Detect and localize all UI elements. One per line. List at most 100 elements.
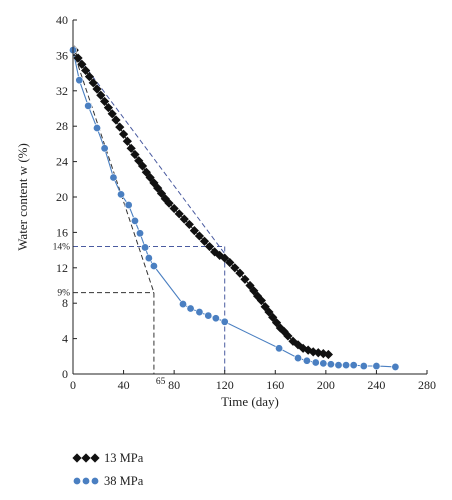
- data-point-13mpa: [189, 226, 199, 236]
- data-point-38mpa: [93, 123, 102, 132]
- data-point-13mpa: [318, 349, 328, 359]
- data-point-13mpa: [199, 236, 210, 246]
- data-point-13mpa: [107, 109, 117, 119]
- y-tick-label: 12: [56, 261, 68, 275]
- data-point-13mpa: [88, 78, 98, 88]
- data-point-38mpa: [220, 317, 229, 326]
- data-point-38mpa: [124, 200, 133, 209]
- data-point-38mpa: [141, 243, 150, 252]
- data-point-38mpa: [195, 308, 204, 317]
- annotation-label: 9%: [57, 289, 70, 299]
- data-point-38mpa: [349, 361, 358, 370]
- x-tick-label: 40: [118, 378, 130, 392]
- reference-line-tangent-38: [72, 49, 155, 293]
- data-point-13mpa: [84, 72, 95, 82]
- x-tick-label: 280: [418, 378, 436, 392]
- legend-marker-38mpa: [73, 476, 100, 485]
- data-point-13mpa: [283, 331, 293, 341]
- data-point-13mpa: [169, 203, 179, 214]
- y-tick-label: 32: [56, 84, 68, 98]
- data-point-38mpa: [334, 361, 343, 370]
- data-point-38mpa: [311, 358, 320, 367]
- data-point-13mpa: [303, 345, 313, 355]
- data-point-38mpa: [359, 362, 368, 371]
- data-point-38mpa: [75, 76, 84, 85]
- data-point-13mpa: [220, 253, 230, 263]
- data-point-13mpa: [92, 84, 102, 94]
- annotation-label: 65: [156, 377, 166, 387]
- data-point-38mpa: [178, 300, 187, 309]
- x-tick-label: 240: [367, 378, 385, 392]
- data-point-38mpa: [302, 356, 311, 365]
- x-tick-label: 160: [266, 378, 284, 392]
- data-point-13mpa: [256, 295, 266, 306]
- data-point-13mpa: [122, 136, 132, 146]
- data-point-38mpa: [204, 311, 213, 320]
- data-point-13mpa: [298, 343, 308, 353]
- data-point-13mpa: [225, 257, 235, 268]
- data-point-13mpa: [279, 326, 289, 337]
- axes: [72, 20, 427, 375]
- data-point-38mpa: [372, 362, 381, 371]
- data-point-38mpa: [84, 101, 93, 110]
- data-point-13mpa: [77, 59, 87, 69]
- data-point-13mpa: [275, 323, 285, 333]
- data-point-13mpa: [204, 241, 215, 252]
- y-tick-label: 16: [56, 225, 68, 239]
- legend-marker-point: [82, 476, 91, 485]
- data-point-38mpa: [211, 314, 220, 323]
- y-tick-label: 20: [56, 190, 68, 204]
- data-point-13mpa: [115, 122, 125, 132]
- reference-line-tangent-13: [72, 49, 226, 254]
- data-point-13mpa: [137, 161, 148, 171]
- y-tick-label: 40: [56, 13, 68, 27]
- data-point-38mpa: [149, 262, 158, 271]
- data-point-13mpa: [179, 214, 189, 224]
- legend-marker-point: [90, 453, 100, 463]
- data-point-13mpa: [323, 349, 333, 360]
- data-point-13mpa: [81, 65, 91, 76]
- data-point-38mpa: [326, 360, 335, 369]
- series-lines: [72, 49, 396, 368]
- data-point-13mpa: [118, 129, 129, 139]
- x-axis-label: Time (day): [221, 394, 279, 409]
- legend-marker-point: [81, 453, 91, 463]
- legend-marker-point: [91, 476, 100, 485]
- data-point-13mpa: [130, 149, 140, 160]
- data-point-13mpa: [184, 219, 194, 230]
- y-tick-label: 36: [56, 48, 68, 62]
- x-tick-label: 200: [317, 378, 335, 392]
- x-tick-label: 0: [70, 378, 76, 392]
- data-point-13mpa: [215, 250, 225, 261]
- data-point-38mpa: [294, 354, 303, 363]
- data-point-13mpa: [260, 302, 270, 312]
- data-point-38mpa: [186, 304, 195, 313]
- data-point-13mpa: [230, 263, 240, 273]
- data-point-13mpa: [126, 143, 136, 153]
- data-point-13mpa: [96, 90, 106, 100]
- data-point-38mpa: [130, 216, 139, 225]
- data-point-38mpa: [109, 173, 118, 182]
- x-tick-label: 80: [168, 378, 180, 392]
- data-point-38mpa: [136, 229, 145, 238]
- data-point-13mpa: [235, 268, 245, 278]
- legend: 13 MPa 38 MPa: [72, 451, 144, 488]
- y-tick-label: 4: [62, 332, 68, 346]
- data-point-13mpa: [240, 274, 250, 284]
- data-points: [69, 45, 400, 371]
- y-tick-label: 24: [56, 155, 68, 169]
- data-point-13mpa: [103, 103, 113, 113]
- data-point-38mpa: [391, 362, 400, 371]
- y-tick-label: 8: [62, 296, 68, 310]
- y-axis-label: Water content w (%): [15, 143, 30, 251]
- legend-marker-point: [73, 476, 82, 485]
- annotation-label: 14%: [53, 243, 71, 253]
- y-tick-label: 0: [62, 367, 68, 381]
- reference-lines: [72, 49, 226, 374]
- y-tick-label: 28: [56, 119, 68, 133]
- data-point-13mpa: [194, 231, 205, 241]
- data-point-38mpa: [275, 344, 284, 353]
- tick-marks: 0 40 80 120 160 200 240 280 0 4 8 12 16 20 24 28 32 36 40: [56, 13, 436, 392]
- data-point-13mpa: [111, 115, 121, 125]
- data-point-13mpa: [174, 209, 184, 219]
